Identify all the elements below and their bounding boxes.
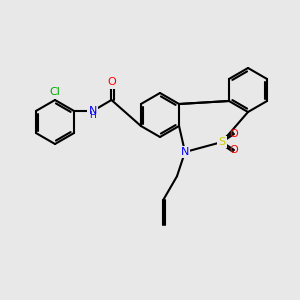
Text: O: O bbox=[230, 145, 238, 155]
Text: H: H bbox=[89, 112, 96, 121]
Text: Cl: Cl bbox=[50, 87, 60, 97]
Text: N: N bbox=[88, 106, 97, 116]
Text: O: O bbox=[107, 77, 116, 87]
Text: S: S bbox=[218, 137, 226, 147]
Text: O: O bbox=[230, 129, 238, 139]
Text: N: N bbox=[181, 147, 189, 157]
